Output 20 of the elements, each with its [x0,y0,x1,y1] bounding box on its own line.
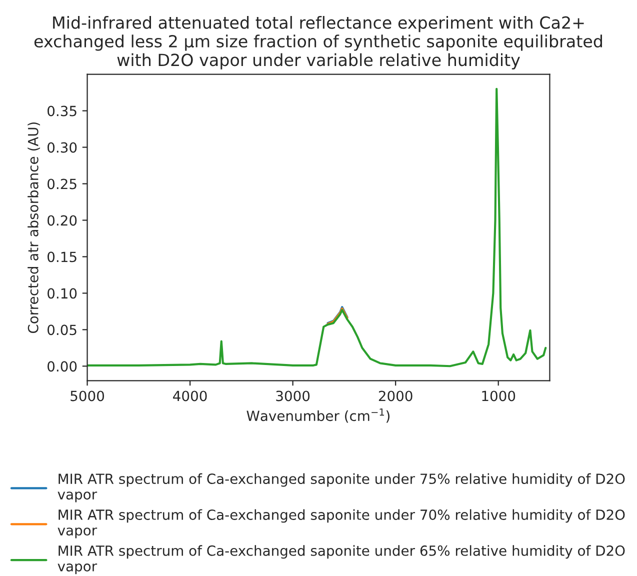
legend-label: MIR ATR spectrum of Ca-exchanged saponite under 75% relative humidity of D2O vapor [58,473,625,502]
chart-title: Mid-infrared attenuated total reflectance experiment with Ca2+ exchanged less 2 µm size fraction of synthetic saponite equilibrated with D2O vapor under variable relative humidity [34,16,602,70]
x-tick-label: 1000 [482,390,516,402]
y-tick-label: 0.25 [48,178,76,190]
y-axis-title: Corrected atr absorbance (AU) [28,122,40,334]
x-tick-label: 4000 [173,390,207,402]
x-tick-label: 5000 [70,390,104,402]
legend-label: MIR ATR spectrum of Ca-exchanged saponite under 70% relative humidity of D2O vapor [58,509,625,538]
y-tick-label: 0.00 [48,361,77,372]
y-tick-label: 0.35 [48,106,76,116]
x-tick-label: 3000 [276,390,310,402]
legend-label: MIR ATR spectrum of Ca-exchanged saponite under 65% relative humidity of D2O vapor [58,545,625,574]
y-tick-label: 0.05 [48,324,76,336]
y-tick-label: 0.10 [48,288,77,299]
y-tick-label: 0.15 [48,252,76,262]
x-axis-title: Wavenumber (cm$^{−1}$) [246,408,390,423]
y-tick-label: 0.20 [48,215,77,226]
x-tick-label: 2000 [378,390,412,402]
line-series [87,88,547,368]
y-tick-label: 0.30 [48,142,77,153]
